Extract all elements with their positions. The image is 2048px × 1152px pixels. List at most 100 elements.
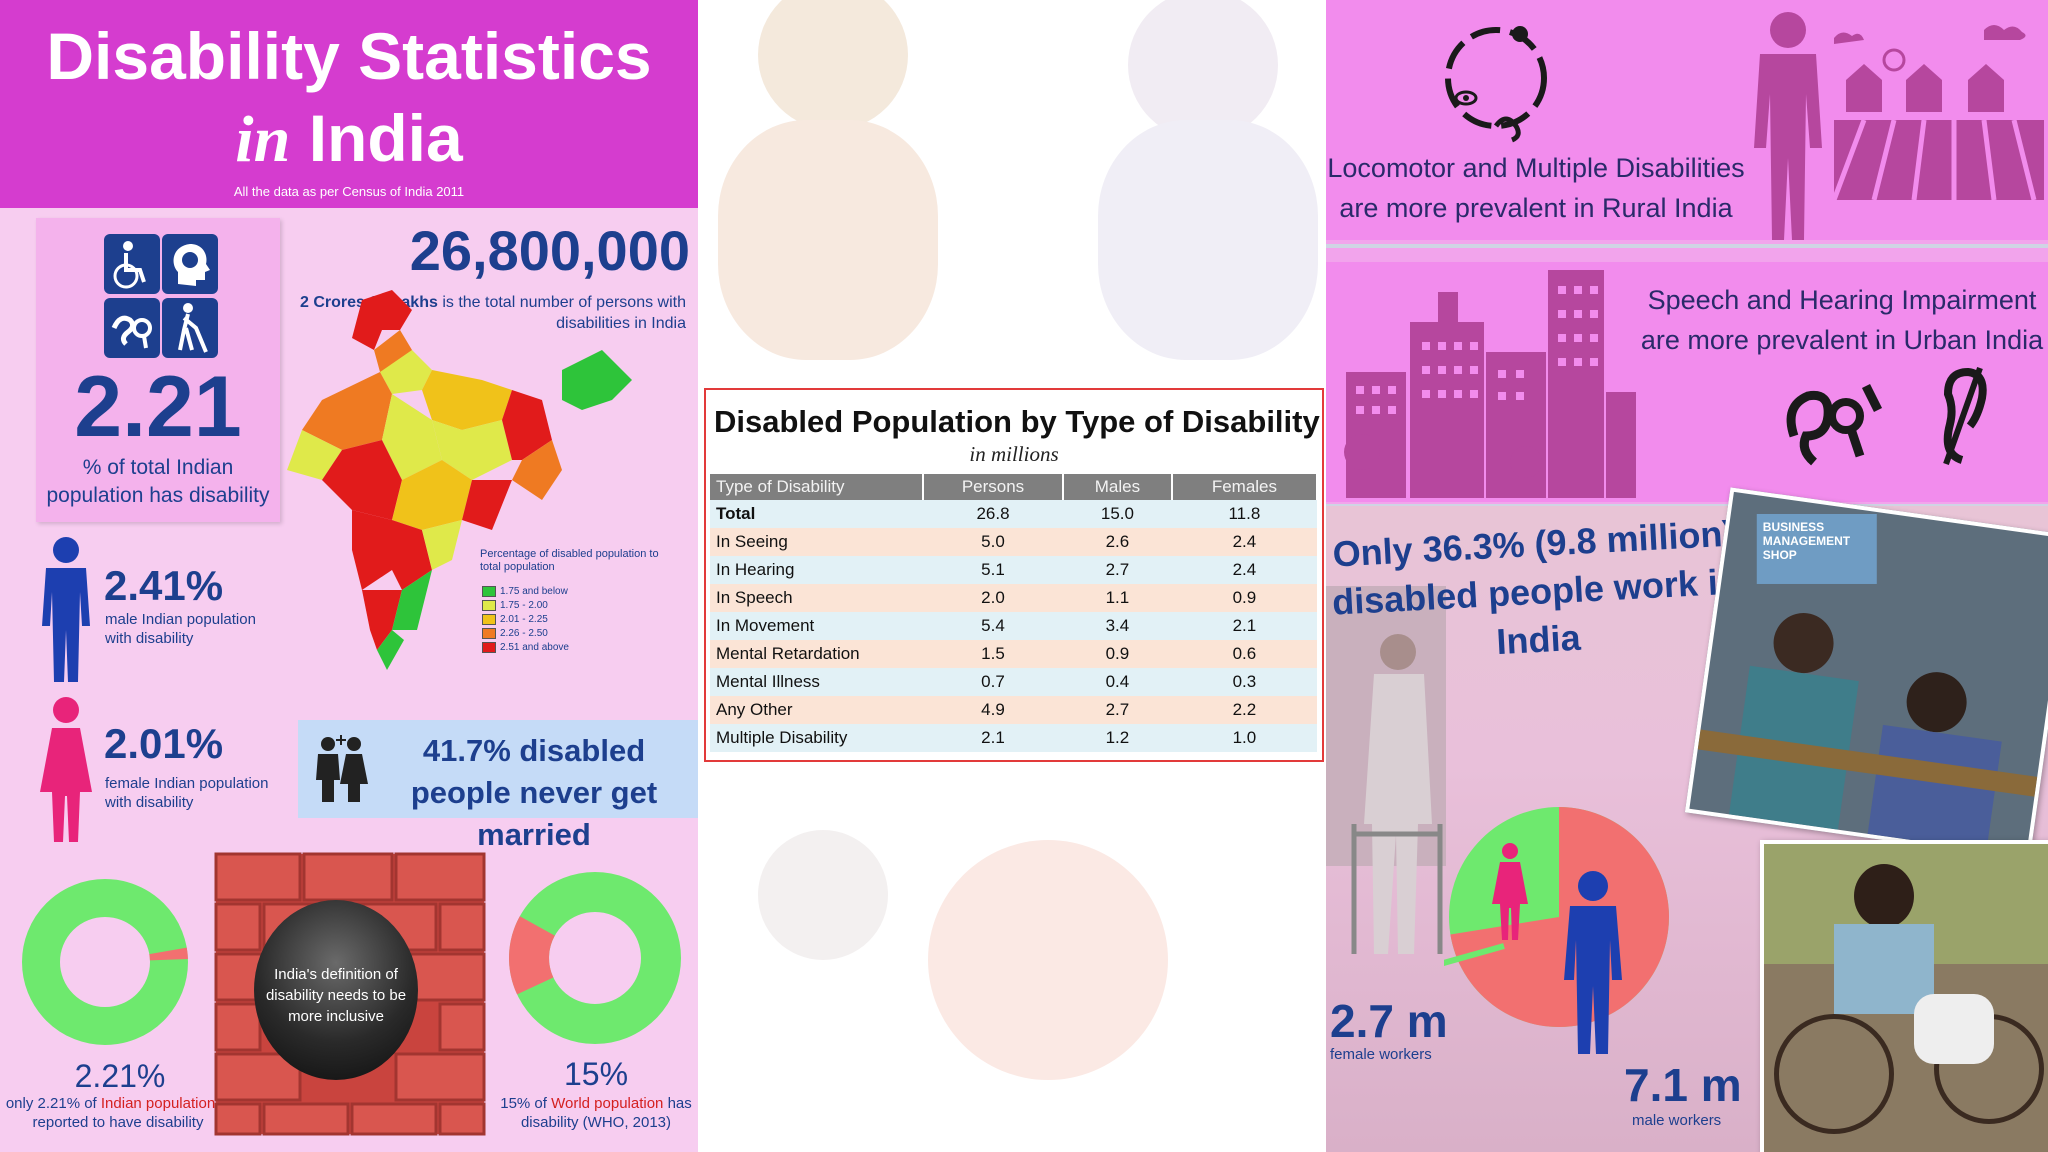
legend-swatch — [482, 614, 496, 625]
wall-hole-ball: India's definition of disability needs t… — [254, 900, 418, 1080]
legend-swatch — [482, 586, 496, 597]
legend-label: 2.26 - 2.50 — [500, 628, 548, 640]
row-label: In Seeing — [710, 528, 923, 556]
disability-cycle-icon — [1445, 26, 1547, 143]
cell: 5.4 — [923, 612, 1063, 640]
row-label: Any Other — [710, 696, 923, 724]
world-donut-red: World population — [551, 1095, 664, 1112]
cell: 1.2 — [1063, 724, 1172, 752]
urban-panel: Speech and Hearing Impairment are more p… — [1326, 262, 2048, 502]
table-row: In Movement 5.4 3.4 2.1 — [710, 612, 1317, 640]
faded-head-shape — [758, 830, 888, 960]
cell: 5.0 — [923, 528, 1063, 556]
faded-body-shape — [1098, 120, 1318, 360]
world-donut-desc: 15% of World population has disability (… — [496, 1094, 696, 1132]
male-percent-desc: male Indian population with disability — [105, 611, 256, 647]
male-worker-icon — [1564, 871, 1622, 1054]
sign-language-hands-icon — [1786, 383, 1883, 466]
male-workers-label: male workers — [1632, 1112, 1722, 1129]
big-percent-desc: % of total Indian population has disabil… — [46, 456, 270, 507]
donut-india-slice — [22, 879, 188, 1045]
total-desc-text: is the total number of persons with disa… — [437, 294, 686, 332]
head-brain-icon — [162, 234, 218, 294]
photo-wheel — [1774, 1014, 1894, 1134]
col-header: Males — [1063, 474, 1173, 500]
photo-person-head — [1902, 668, 1971, 737]
left-infographic-panel: Disability Statistics in India All the d… — [0, 0, 698, 1152]
shop-sign: BUSINESS MANAGEMENT SHOP — [1756, 513, 1877, 584]
cell: 2.0 — [923, 584, 1063, 612]
rural-person-icon — [1754, 12, 1822, 240]
big-percent-value: 2.21 — [74, 359, 242, 455]
right-infographic-panel: Locomotor and Multiple Disabilities are … — [1326, 0, 2048, 1152]
female-figure-icon — [40, 697, 92, 842]
photo-person-shirt — [1834, 924, 1934, 1014]
table-subtitle: in millions — [969, 442, 1059, 466]
col-header: Females — [1171, 474, 1319, 500]
cell: 2.1 — [923, 724, 1063, 752]
table-row: Any Other 4.9 2.7 2.2 — [710, 696, 1317, 724]
india-donut-desc: only 2.21% of Indian population is repor… — [0, 1094, 236, 1132]
india-donut-value: 2.21% — [74, 1058, 166, 1094]
legend-label: 2.01 - 2.25 — [500, 614, 548, 626]
urban-text: Speech and Hearing Impairment are more p… — [1640, 285, 2044, 355]
wheelchair-icon — [104, 234, 160, 294]
tricycle-worker-photo — [1760, 840, 2048, 1152]
tailor-shop-photo: BUSINESS MANAGEMENT SHOP — [1684, 487, 2048, 861]
faded-head-shape — [758, 0, 908, 130]
female-workers-label: female workers — [1330, 1046, 1432, 1063]
title-india: India — [308, 101, 463, 175]
cell: 0.3 — [1171, 668, 1317, 696]
city-skyline-icon — [1344, 270, 1636, 498]
legend-swatch — [482, 600, 496, 611]
faded-head-shape — [1128, 0, 1278, 140]
legend-swatch — [482, 642, 496, 653]
legend-item: 1.75 and below — [482, 586, 568, 597]
cell: 11.8 — [1171, 500, 1317, 528]
farmland-village-icon — [1834, 25, 2044, 201]
india-map — [287, 290, 632, 670]
rural-panel: Locomotor and Multiple Disabilities are … — [1326, 0, 2048, 240]
cell: 2.4 — [1171, 556, 1317, 584]
row-label: In Hearing — [710, 556, 923, 584]
india-donut-pre: only 2.21% of — [5, 1095, 101, 1112]
cell: 15.0 — [1063, 500, 1172, 528]
disability-type-table: Type of Disability Persons Males Females… — [710, 474, 1319, 752]
legend-item: 2.01 - 2.25 — [482, 614, 548, 625]
india-disability-donut — [22, 879, 188, 1045]
main-title-line2: in India — [0, 100, 698, 178]
cell: 0.7 — [923, 668, 1063, 696]
female-worker-icon — [1492, 843, 1528, 940]
female-percent: 2.01% — [104, 720, 224, 767]
table-row: Mental Retardation 1.5 0.9 0.6 — [710, 640, 1317, 668]
table-row: Mental Illness 0.7 0.4 0.3 — [710, 668, 1317, 696]
never-married-text: 41.7% disabled people never get married — [410, 733, 658, 852]
header-banner: Disability Statistics in India All the d… — [0, 0, 698, 208]
male-percent: 2.41% — [104, 562, 224, 609]
cell: 2.2 — [1171, 696, 1317, 724]
row-label: Multiple Disability — [710, 724, 923, 752]
photo-bag — [1914, 994, 1994, 1064]
legend-swatch — [482, 628, 496, 639]
row-label: Mental Retardation — [710, 640, 923, 668]
legend-item: 2.26 - 2.50 — [482, 628, 548, 639]
table-row: In Seeing 5.0 2.6 2.4 — [710, 528, 1317, 556]
cell: 2.7 — [1063, 556, 1172, 584]
photo-person-head — [1854, 864, 1914, 928]
world-donut-value: 15% — [563, 1056, 629, 1092]
col-header: Persons — [923, 474, 1064, 500]
faded-wheel-shape — [928, 840, 1168, 1080]
donut-india-ring — [22, 879, 188, 1045]
hearing-impaired-icon — [1943, 366, 1987, 466]
legend-item: 1.75 - 2.00 — [482, 600, 548, 611]
cell: 1.0 — [1171, 724, 1317, 752]
total-disabled-desc: 2 Crores 68 Lakhs is the total number of… — [300, 292, 686, 334]
cell: 0.9 — [1063, 640, 1172, 668]
legend-item: 2.51 and above — [482, 642, 569, 653]
cell: 2.7 — [1063, 696, 1172, 724]
cell: 3.4 — [1063, 612, 1172, 640]
sign-language-icon — [104, 298, 160, 358]
cell: 0.4 — [1063, 668, 1172, 696]
legend-label: 1.75 - 2.00 — [500, 600, 548, 612]
work-percent-text: Only 36.3% (9.8 million) disabled people… — [1331, 512, 1741, 663]
